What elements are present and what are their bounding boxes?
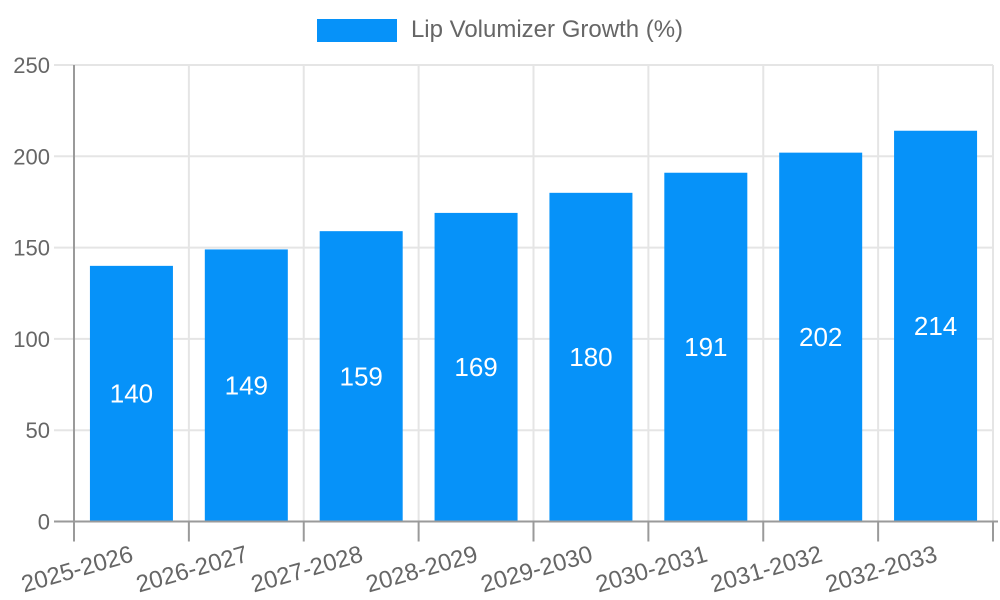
bar — [204, 249, 288, 522]
bar — [549, 192, 633, 522]
bar — [894, 130, 978, 522]
bar-value-label: 191 — [684, 332, 727, 362]
bar — [89, 265, 173, 522]
bar-value-label: 202 — [799, 322, 842, 352]
y-tick-label: 100 — [13, 327, 50, 352]
bar-value-label: 180 — [569, 342, 612, 372]
x-tick-label: 2028-2029 — [363, 541, 481, 599]
y-tick-label: 200 — [13, 144, 50, 169]
bar — [319, 231, 403, 522]
y-tick-label: 150 — [13, 236, 50, 261]
bar — [664, 172, 748, 522]
chart-legend: Lip Volumizer Growth (%) — [0, 18, 1000, 42]
x-tick-label: 2029-2030 — [478, 541, 596, 599]
legend-item[interactable]: Lip Volumizer Growth (%) — [316, 16, 684, 43]
x-tick-label: 2031-2032 — [708, 541, 826, 599]
y-tick-label: 250 — [13, 53, 50, 78]
x-tick-label: 2027-2028 — [248, 541, 366, 599]
x-tick-label: 2026-2027 — [133, 541, 251, 599]
bar-value-label: 149 — [225, 370, 268, 400]
x-tick-label: 2032-2033 — [822, 541, 940, 599]
x-tick-label: 2030-2031 — [593, 541, 711, 599]
bar-value-label: 159 — [339, 361, 382, 391]
bar-value-label: 140 — [110, 379, 153, 409]
y-tick-label: 0 — [38, 510, 50, 535]
bar-value-label: 214 — [914, 311, 957, 341]
x-tick-label: 2025-2026 — [18, 541, 136, 599]
bar-value-label: 169 — [454, 352, 497, 382]
bar — [434, 212, 518, 522]
legend-label: Lip Volumizer Growth (%) — [410, 16, 684, 43]
y-tick-label: 50 — [26, 418, 50, 443]
legend-swatch-icon — [316, 18, 397, 42]
bar — [779, 152, 863, 522]
